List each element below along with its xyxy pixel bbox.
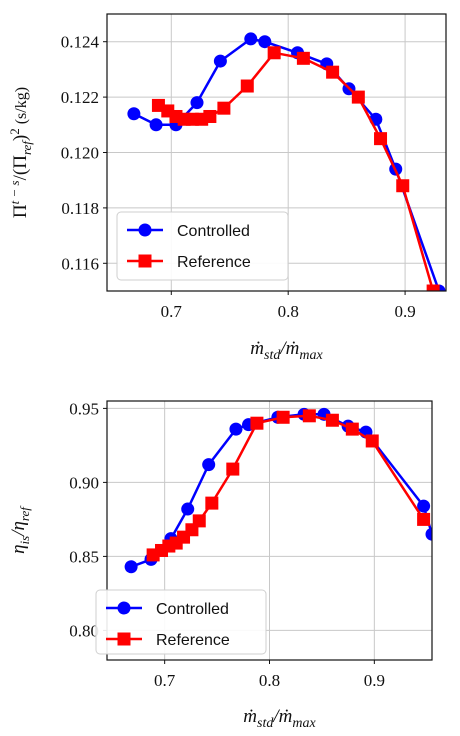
point-reference <box>203 109 217 123</box>
point-controlled <box>127 107 141 121</box>
point-reference <box>326 65 340 79</box>
label-part: 2 <box>7 128 22 135</box>
plot-frame <box>106 13 447 292</box>
point-reference <box>351 90 365 104</box>
chart-1: 0.7 0.8 0.9 0.116 0.118 0.120 0.122 0.124 Contro… <box>7 13 447 363</box>
point-controlled <box>425 527 432 541</box>
label-part: ) <box>10 135 31 141</box>
y-axis-label: ηis/ηref <box>8 505 32 554</box>
label-part: ref <box>17 505 32 521</box>
legend-label: Reference <box>177 254 251 271</box>
point-reference <box>267 46 281 60</box>
label-part: (s/kg) <box>13 87 30 128</box>
x-axis-label: ṁstd/ṁmax <box>243 706 316 731</box>
y-tick-label: 0.80 <box>69 621 99 640</box>
label-part: ref <box>19 139 34 155</box>
point-controlled <box>258 35 272 49</box>
y-tick-label: 0.124 <box>61 33 100 52</box>
point-reference <box>240 79 254 93</box>
label-part: /ṁ <box>279 338 299 359</box>
legend-label: Controlled <box>177 223 250 240</box>
y-tick-label: 0.116 <box>61 254 99 273</box>
x-tick-label: 0.7 <box>154 671 176 690</box>
point-reference <box>296 51 310 65</box>
point-reference <box>325 413 339 427</box>
legend: Controlled Reference <box>116 211 289 281</box>
label-part: std <box>264 348 281 363</box>
point-controlled <box>124 560 138 574</box>
point-reference <box>217 101 231 115</box>
point-reference <box>374 132 388 146</box>
legend-label: Controlled <box>156 601 229 618</box>
label-part: max <box>292 716 316 731</box>
series-group <box>127 32 446 291</box>
label-part: std <box>257 716 274 731</box>
y-tick-label: 0.122 <box>61 88 99 107</box>
point-reference <box>426 284 440 291</box>
plot-frame <box>106 400 433 661</box>
point-controlled <box>229 422 243 436</box>
point-reference <box>396 179 410 193</box>
point-reference <box>345 422 359 436</box>
label-part: max <box>299 348 323 363</box>
legend-marker <box>138 254 152 268</box>
label-part: /η <box>8 521 29 537</box>
y-axis-label: Πt − s/(Πref)2 (s/kg) <box>7 87 34 218</box>
x-tick-label: 0.9 <box>394 302 415 321</box>
point-reference <box>205 496 219 510</box>
point-reference <box>276 410 290 424</box>
label-part: /(Π <box>10 155 31 181</box>
point-reference <box>365 434 379 448</box>
point-reference <box>250 416 264 430</box>
y-tick-label: 0.90 <box>69 473 99 492</box>
label-part: t − s <box>7 180 22 204</box>
label-part: η <box>8 544 29 553</box>
label-part: /ṁ <box>272 706 292 727</box>
point-controlled <box>213 54 227 68</box>
x-tick-label: 0.9 <box>364 671 385 690</box>
x-tick-label: 0.8 <box>278 302 299 321</box>
y-tick-label: 0.120 <box>61 144 99 163</box>
legend-marker <box>138 223 152 237</box>
point-reference <box>226 462 240 476</box>
y-tick-label: 0.118 <box>61 199 99 218</box>
legend-marker <box>117 601 131 615</box>
legend-marker <box>117 632 131 646</box>
legend: Controlled Reference <box>95 589 267 655</box>
label-part: ṁ <box>243 706 257 727</box>
point-controlled <box>181 502 195 516</box>
point-reference <box>192 514 206 528</box>
x-tick-label: 0.8 <box>259 671 280 690</box>
point-controlled <box>417 499 431 513</box>
point-controlled <box>244 32 258 46</box>
legend-label: Reference <box>156 632 230 649</box>
point-reference <box>417 512 431 526</box>
chart-2: 0.7 0.8 0.9 0.80 0.85 0.90 0.95 Controlled Refer… <box>8 399 433 731</box>
x-axis-label: ṁstd/ṁmax <box>250 338 323 363</box>
point-controlled <box>149 118 163 132</box>
x-tick-label: 0.7 <box>161 302 183 321</box>
point-controlled <box>190 96 204 110</box>
point-controlled <box>202 458 216 472</box>
label-part: ṁ <box>250 338 264 359</box>
y-tick-label: 0.95 <box>69 399 99 418</box>
series-group <box>124 407 432 574</box>
point-reference <box>302 409 316 423</box>
label-part: is <box>17 536 32 545</box>
label-part: Π <box>10 204 31 218</box>
y-tick-label: 0.85 <box>69 547 99 566</box>
